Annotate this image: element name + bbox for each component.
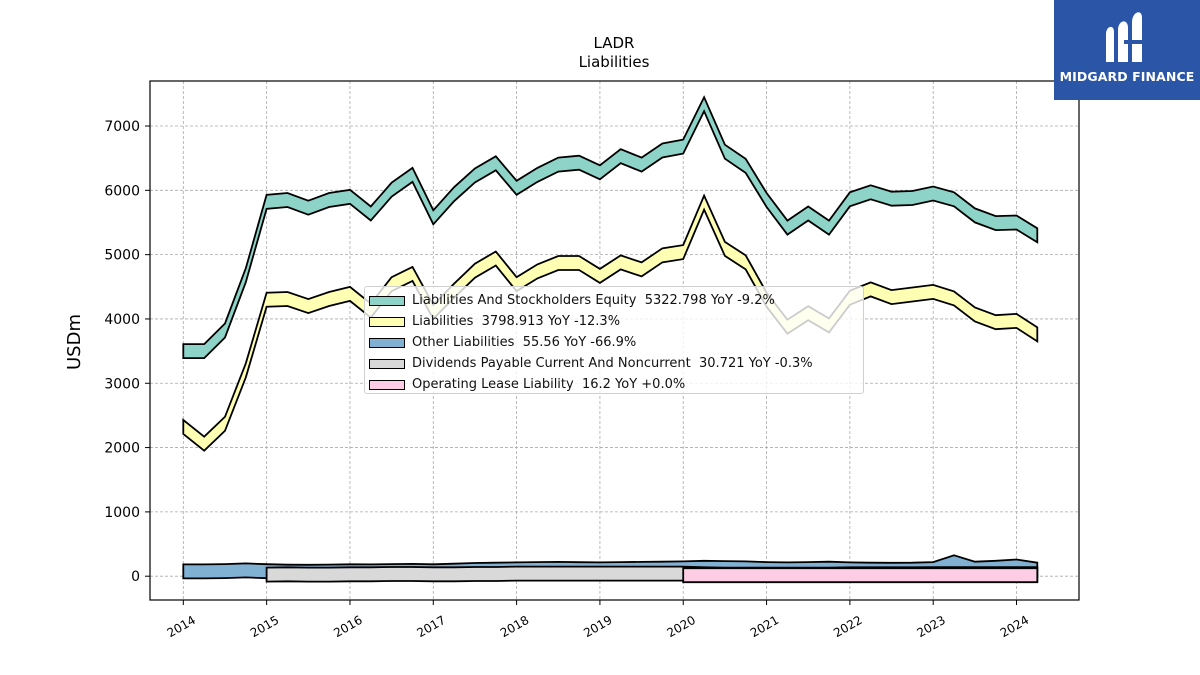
legend-item: Operating Lease Liability 16.2 YoY +0.0% [369,374,863,395]
y-axis-label: USDm [64,314,85,370]
legend-swatch [369,316,405,327]
legend-item: Dividends Payable Current And Noncurrent… [369,353,863,374]
y-tick-label: 2000 [104,441,140,457]
y-tick-label: 5000 [104,248,140,264]
y-tick-label: 6000 [104,183,140,199]
x-tick-label: 2019 [581,613,614,640]
y-tick-label: 0 [131,569,140,585]
legend-label: Operating Lease Liability 16.2 YoY +0.0% [412,377,686,392]
x-tick-label: 2021 [748,613,781,640]
y-tick-label: 7000 [104,119,140,135]
x-tick-label: 2020 [665,613,698,640]
legend-swatch [369,358,405,369]
legend-item: Liabilities 3798.913 YoY -12.3% [369,311,863,332]
legend-label: Liabilities 3798.913 YoY -12.3% [412,314,621,329]
legend-swatch [369,295,405,306]
legend-swatch [369,337,405,348]
legend-item: Liabilities And Stockholders Equity 5322… [369,290,863,311]
x-tick-label: 2022 [831,613,864,640]
legend-swatch [369,379,405,390]
chart-title: LADR [594,34,635,52]
logo-icon [1106,12,1150,63]
x-tick-label: 2014 [165,613,198,640]
x-tick-label: 2023 [914,613,947,640]
grid [150,81,1079,600]
legend-label: Liabilities And Stockholders Equity 5322… [412,293,775,308]
x-tick-label: 2024 [998,613,1031,640]
x-tick-label: 2017 [415,613,448,640]
y-tick-label: 3000 [104,376,140,392]
series-equity-band [182,95,1039,359]
legend-item: Other Liabilities 55.56 YoY -66.9% [369,332,863,353]
y-axis: 0 1000 2000 3000 4000 5000 6000 7000 [104,119,150,585]
brand-logo: MIDGARD FINANCE [1054,0,1200,100]
plot-frame [149,80,1080,601]
x-tick-label: 2016 [331,613,364,640]
chart-subtitle: Liabilities [579,53,650,71]
y-tick-label: 1000 [104,505,140,521]
y-tick-label: 4000 [104,312,140,328]
logo-text: MIDGARD FINANCE [1059,69,1195,84]
x-tick-label: 2015 [248,613,281,640]
legend-label: Other Liabilities 55.56 YoY -66.9% [412,335,637,350]
legend-label: Dividends Payable Current And Noncurrent… [412,356,813,371]
x-axis: 2014 2015 2016 2017 2018 2019 2020 2021 2022 2023… [165,600,1031,640]
x-tick-label: 2018 [498,613,531,640]
series-lease-band [682,567,1039,584]
legend: Liabilities And Stockholders Equity 5322… [364,286,864,394]
